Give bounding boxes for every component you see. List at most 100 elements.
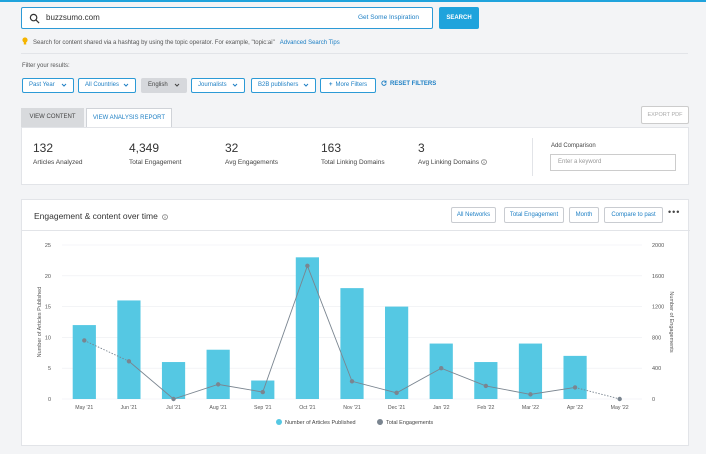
filter-label: Filter your results: — [22, 63, 70, 69]
x-tick-label: Aug '21 — [209, 405, 227, 411]
bar — [161, 362, 186, 399]
engagement-point — [215, 382, 221, 387]
more-options-icon[interactable]: ••• — [668, 207, 681, 217]
reset-filters-button[interactable]: RESET FILTERS — [381, 80, 436, 87]
y-right-tick-label: 800 — [652, 335, 661, 341]
bar — [340, 288, 364, 399]
info-icon[interactable] — [162, 214, 168, 220]
x-tick-label: Sep '21 — [254, 405, 272, 411]
engagement-point — [394, 390, 399, 396]
line-segment-dotted — [84, 340, 130, 362]
compare-to-past-button[interactable]: Compare to past — [604, 207, 663, 223]
legend-marker-articles — [276, 419, 282, 425]
tip-text: Search for content shared via a hashtag … — [33, 40, 275, 46]
x-tick-label: Feb '22 — [477, 405, 494, 411]
engagement-point — [82, 338, 87, 343]
all-networks-button[interactable]: All Networks — [451, 207, 496, 223]
x-tick-label: Oct '21 — [299, 405, 315, 411]
chart-title: Engagement & content over time — [34, 211, 168, 221]
info-icon[interactable] — [481, 159, 487, 165]
engagement-point — [572, 385, 578, 390]
stat-avg-linking-domains: 3 Avg Linking Domains — [418, 141, 487, 166]
y-tick-label: 5 — [48, 366, 51, 372]
engagement-chart: 0 5 10 15 20 25 0 400 800 1200 1600 2000 Number of A… — [37, 243, 674, 426]
y-right-tick-label: 1200 — [652, 305, 664, 311]
y-tick-label: 0 — [48, 397, 51, 403]
chart-header-divider — [22, 230, 690, 231]
chart-title-text: Engagement & content over time — [34, 211, 158, 221]
stat-total-linking-domains: 163 Total Linking Domains — [321, 141, 385, 166]
countries-dropdown[interactable]: All Countries — [78, 78, 136, 93]
engagement-point — [617, 396, 622, 402]
y-right-tick-label: 1600 — [652, 274, 664, 280]
stat-value: 132 — [33, 141, 54, 155]
export-pdf-button[interactable]: EXPORT PDF — [641, 106, 689, 124]
y-right-tick-label: 2000 — [652, 243, 664, 249]
language-dropdown[interactable]: English — [141, 78, 187, 93]
month-button[interactable]: Month — [569, 207, 599, 223]
bar — [251, 380, 275, 399]
y-right-axis-label: Number of Engagements — [668, 291, 674, 352]
legend-label-articles: Number of Articles Published — [285, 420, 356, 426]
stat-total-engagement: 4,349 Total Engagement — [129, 141, 181, 166]
b2b-publishers-dropdown[interactable]: B2B publishers — [251, 78, 316, 93]
engagement-point — [483, 383, 489, 389]
x-tick-label: May '21 — [75, 405, 93, 411]
tab-view-analysis-report[interactable]: VIEW ANALYSIS REPORT — [86, 108, 172, 128]
stat-avg-engagements: 32 Avg Engagements — [225, 141, 278, 166]
chevron-down-icon — [232, 83, 238, 87]
x-tick-label: Dec '21 — [388, 405, 406, 411]
bar — [295, 257, 319, 399]
legend-marker-engagements — [377, 419, 383, 425]
stat-label: Total Linking Domains — [321, 159, 385, 166]
stat-label: Avg Linking Domains — [418, 159, 487, 166]
lightbulb-icon — [22, 37, 28, 45]
language-label: English — [148, 82, 168, 88]
bar — [518, 343, 543, 399]
y-right-tick-label: 400 — [652, 366, 661, 372]
reset-filters-label: RESET FILTERS — [390, 81, 437, 87]
stat-label: Total Engagement — [129, 159, 182, 166]
more-filters-label: More Filters — [335, 82, 368, 88]
engagement-point — [528, 392, 533, 397]
y-tick-label: 20 — [45, 274, 51, 280]
more-filters-button[interactable]: + More Filters — [320, 78, 376, 93]
plus-icon: + — [329, 82, 333, 88]
refresh-icon — [381, 80, 387, 86]
search-button[interactable]: SEARCH — [439, 7, 479, 29]
x-tick-label: May '22 — [611, 405, 629, 411]
y-tick-label: 25 — [45, 243, 51, 249]
search-input[interactable]: buzzsumo.com Get Some Inspiration — [21, 7, 433, 29]
past-year-dropdown[interactable]: Past Year — [22, 78, 74, 93]
tab-view-content[interactable]: VIEW CONTENT — [21, 108, 84, 127]
b2b-label: B2B publishers — [258, 82, 299, 88]
stat-value: 32 — [225, 141, 239, 155]
total-engagement-button[interactable]: Total Engagement — [504, 207, 564, 223]
stat-value: 4,349 — [129, 141, 160, 155]
search-icon — [29, 13, 40, 24]
stat-label-text: Avg Linking Domains — [418, 159, 479, 166]
y-axis-label: Number of Articles Published — [37, 287, 43, 358]
x-tick-label: Apr '22 — [567, 405, 583, 411]
engagement-point — [305, 263, 310, 268]
stat-value: 163 — [321, 141, 342, 155]
bar — [429, 343, 453, 399]
stat-value: 3 — [418, 141, 425, 155]
advanced-search-tips-link[interactable]: Advanced Search Tips — [279, 40, 340, 46]
x-tick-label: Mar '22 — [522, 405, 539, 411]
past-year-label: Past Year — [29, 82, 55, 88]
x-tick-label: Jun '21 — [121, 405, 138, 411]
y-right-tick-label: 0 — [652, 397, 655, 403]
x-tick-label: Nov '21 — [343, 405, 361, 411]
journalists-dropdown[interactable]: Journalists — [191, 78, 245, 93]
legend-label-engagements: Total Engagements — [386, 420, 433, 426]
search-value: buzzsumo.com — [46, 13, 100, 22]
bar — [563, 355, 587, 399]
comparison-keyword-input[interactable]: Enter a keyword — [550, 154, 676, 171]
chevron-down-icon — [123, 83, 129, 87]
divider — [21, 53, 688, 54]
chevron-down-icon — [303, 83, 309, 87]
bar — [474, 362, 498, 399]
inspiration-link[interactable]: Get Some Inspiration — [357, 14, 419, 21]
countries-label: All Countries — [85, 82, 120, 88]
